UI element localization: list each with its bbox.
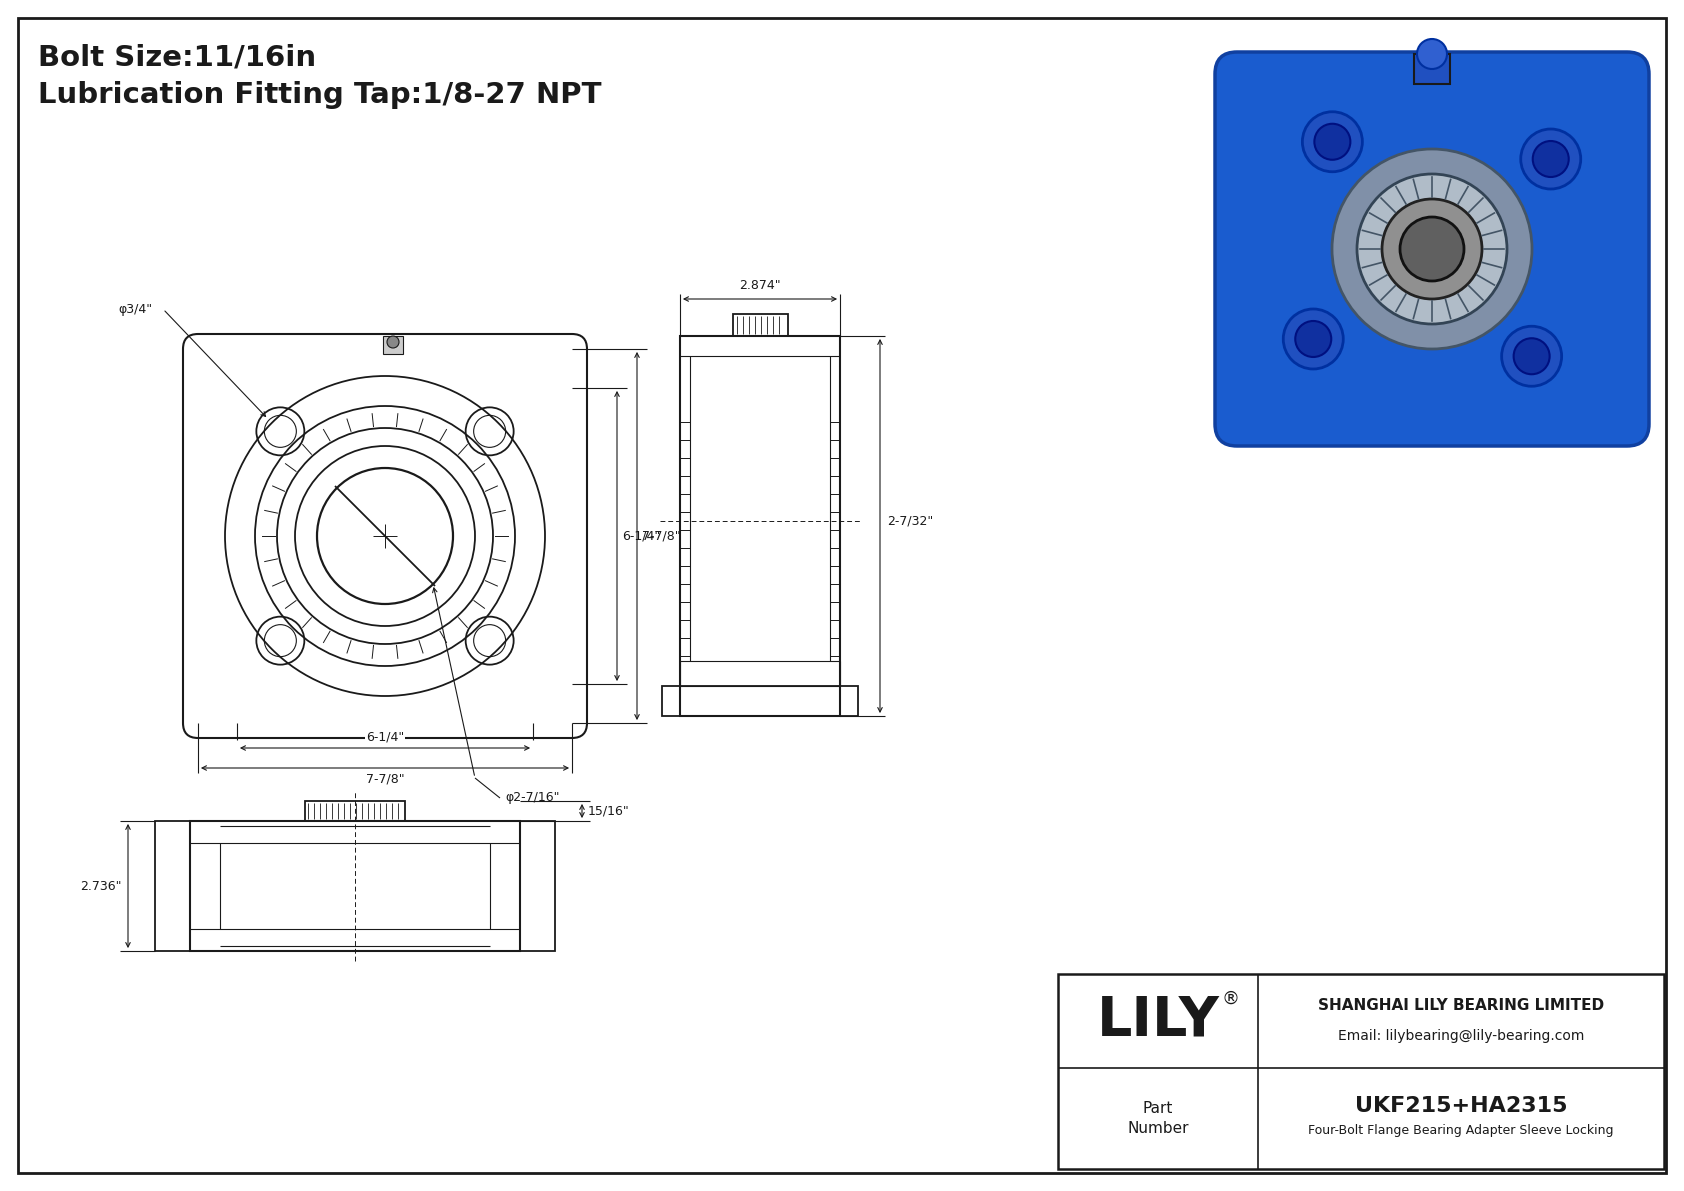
Bar [1058,974,1664,1170]
Circle shape [1315,124,1351,160]
Text: φ2-7/16": φ2-7/16" [505,792,559,804]
Text: UKF215+HA2315: UKF215+HA2315 [1354,1096,1568,1116]
Circle shape [1521,129,1581,189]
Bar [733,314,788,336]
Circle shape [1502,326,1561,386]
Bar [680,336,840,716]
Text: 15/16": 15/16" [588,804,630,817]
Bar [190,821,520,950]
Circle shape [1399,217,1463,281]
Circle shape [1357,174,1507,324]
Text: Four-Bolt Flange Bearing Adapter Sleeve Locking: Four-Bolt Flange Bearing Adapter Sleeve … [1308,1124,1613,1136]
Text: 2.874": 2.874" [739,279,781,292]
Circle shape [1302,112,1362,172]
Circle shape [1532,141,1569,177]
Circle shape [1416,39,1447,69]
Text: LILY: LILY [1096,993,1219,1048]
Circle shape [1283,308,1344,369]
Text: 7-7/8": 7-7/8" [642,530,680,542]
FancyBboxPatch shape [1214,52,1649,445]
Circle shape [1383,199,1482,299]
Text: Part
Number: Part Number [1127,1100,1189,1136]
Bar [1415,54,1450,85]
Bar [662,686,859,716]
Bar [382,336,402,354]
Bar [520,821,556,950]
Text: Lubrication Fitting Tap:1/8-27 NPT: Lubrication Fitting Tap:1/8-27 NPT [39,81,601,110]
Bar [305,802,404,821]
Text: 2.736": 2.736" [81,879,121,892]
Text: 2-7/32": 2-7/32" [887,515,933,528]
Text: φ3/4": φ3/4" [118,303,152,316]
Text: Email: lilybearing@lily-bearing.com: Email: lilybearing@lily-bearing.com [1337,1029,1585,1043]
Text: ®: ® [1221,990,1239,1008]
Text: 6-1/4": 6-1/4" [621,530,660,542]
Text: SHANGHAI LILY BEARING LIMITED: SHANGHAI LILY BEARING LIMITED [1319,998,1605,1014]
Text: 7-7/8": 7-7/8" [365,773,404,786]
Circle shape [1514,338,1549,374]
Circle shape [1295,322,1332,357]
Text: 6-1/4": 6-1/4" [365,730,404,743]
Text: Bolt Size:11/16in: Bolt Size:11/16in [39,43,317,71]
Circle shape [1332,149,1532,349]
Bar [680,661,840,686]
Bar [155,821,190,950]
Circle shape [387,336,399,348]
